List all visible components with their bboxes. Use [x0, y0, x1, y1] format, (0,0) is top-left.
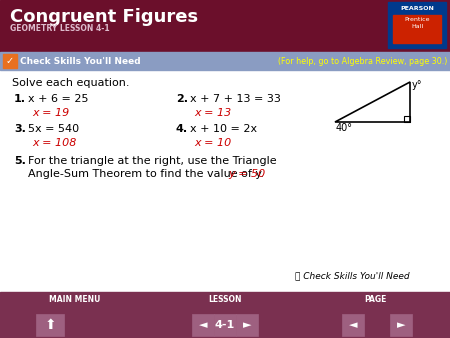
Text: PEARSON: PEARSON — [400, 6, 434, 11]
Text: Solve each equation.: Solve each equation. — [12, 78, 130, 88]
Text: ⓘ Check Skills You'll Need: ⓘ Check Skills You'll Need — [295, 271, 410, 281]
Text: (For help, go to Algebra Review, page 30.): (For help, go to Algebra Review, page 30… — [278, 56, 447, 66]
Text: Check Skills You'll Need: Check Skills You'll Need — [20, 56, 140, 66]
Text: PAGE: PAGE — [364, 294, 386, 304]
Bar — [393, 15, 441, 43]
Text: Angle-Sum Theorem to find the value of y.: Angle-Sum Theorem to find the value of y… — [28, 169, 264, 179]
Text: x + 6 = 25: x + 6 = 25 — [28, 94, 89, 104]
Text: GEOMETRY LESSON 4-1: GEOMETRY LESSON 4-1 — [10, 24, 110, 33]
Text: 3.: 3. — [14, 124, 26, 134]
Bar — [36, 314, 64, 336]
Bar — [342, 314, 364, 336]
Text: x + 7 + 13 = 33: x + 7 + 13 = 33 — [190, 94, 281, 104]
Text: Congruent Figures: Congruent Figures — [10, 8, 198, 26]
Bar — [0, 0, 450, 52]
Text: y°: y° — [412, 80, 423, 90]
Text: ◄: ◄ — [199, 320, 207, 330]
Text: 4.: 4. — [176, 124, 188, 134]
Bar — [0, 292, 450, 338]
Text: 1.: 1. — [14, 94, 26, 104]
Text: ►: ► — [397, 320, 405, 330]
Text: ◄: ◄ — [349, 320, 357, 330]
Bar — [390, 314, 412, 336]
Text: 2.: 2. — [176, 94, 188, 104]
Text: x = 13: x = 13 — [194, 108, 231, 118]
Bar — [3, 54, 17, 68]
Bar — [236, 314, 258, 336]
Text: 4-1: 4-1 — [215, 320, 235, 330]
Text: ✓: ✓ — [6, 56, 14, 66]
Text: Hall: Hall — [411, 24, 423, 29]
Text: 5.: 5. — [14, 156, 26, 166]
Bar — [404, 116, 410, 122]
Text: MAIN MENU: MAIN MENU — [50, 294, 101, 304]
Bar — [0, 52, 450, 70]
Text: ►: ► — [243, 320, 251, 330]
Bar — [214, 314, 236, 336]
Bar — [388, 2, 446, 48]
Text: x + 10 = 2x: x + 10 = 2x — [190, 124, 257, 134]
Text: ⬆: ⬆ — [44, 318, 56, 332]
Text: y = 50: y = 50 — [228, 169, 265, 179]
Text: LESSON: LESSON — [208, 294, 242, 304]
Text: Prentice: Prentice — [404, 17, 430, 22]
Bar — [192, 314, 214, 336]
Text: 5x = 540: 5x = 540 — [28, 124, 79, 134]
Text: 40°: 40° — [336, 123, 353, 133]
Text: x = 19: x = 19 — [32, 108, 69, 118]
Text: For the triangle at the right, use the Triangle: For the triangle at the right, use the T… — [28, 156, 277, 166]
Text: x = 10: x = 10 — [194, 138, 231, 148]
Text: x = 108: x = 108 — [32, 138, 76, 148]
